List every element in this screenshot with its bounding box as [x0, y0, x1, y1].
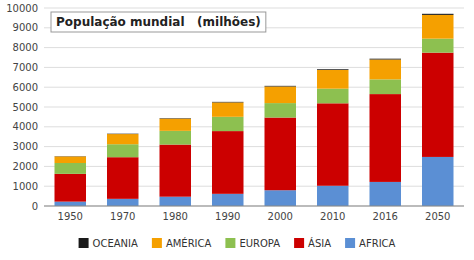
x-axis-line: [44, 206, 464, 207]
grid-line: [44, 206, 464, 207]
bar-segment: [160, 145, 192, 197]
y-tick-label: 8000: [13, 42, 38, 53]
y-tick-label: 4000: [13, 121, 38, 132]
bar-segment: [160, 118, 192, 119]
bar-segment: [370, 182, 402, 206]
bar-segment: [370, 79, 402, 94]
x-tick-label: 1990: [215, 211, 240, 222]
legend-label: OCEANIA: [93, 238, 138, 249]
bar-segment: [55, 202, 87, 206]
legend-item: OCEANIA: [79, 238, 138, 249]
legend-item: AMÉRICA: [152, 237, 212, 249]
bar-segment: [370, 94, 402, 182]
bar-segment: [107, 199, 139, 206]
legend-swatch: [152, 238, 162, 248]
x-tick-label: 2010: [320, 211, 345, 222]
y-tick-label: 10000: [6, 3, 38, 14]
bar-segment: [422, 157, 454, 206]
bar-segment: [160, 131, 192, 145]
x-tick-label: 1980: [163, 211, 188, 222]
y-tick-label: 1000: [13, 181, 38, 192]
x-axis: 1950 1970 1980 1990 2000 2010 2016 2050: [44, 206, 464, 222]
bar-segment: [265, 190, 297, 206]
legend-item: AFRICA: [345, 238, 395, 249]
title-text: População mundial (milhões): [56, 15, 261, 29]
legend-label: AMÉRICA: [166, 237, 212, 249]
bar-segment: [160, 197, 192, 206]
bar-segment: [107, 144, 139, 157]
bar-segment: [317, 89, 349, 104]
legend-label: AFRICA: [359, 238, 395, 249]
bar-segment: [55, 156, 87, 157]
legend-item: EUROPA: [225, 238, 280, 249]
chart: 0 1000 2000 3000 4000 5000 6000 7000 8000 9000 100…: [0, 0, 474, 260]
y-axis: 0 1000 2000 3000 4000 5000 6000 7000 8000 9000 100…: [6, 3, 38, 212]
legend-swatch: [345, 238, 355, 248]
x-tick-label: 2000: [268, 211, 293, 222]
y-tick-label: 9000: [13, 22, 38, 33]
y-tick-label: 3000: [13, 141, 38, 152]
bar-segment: [107, 134, 139, 144]
bar-segment: [317, 186, 349, 206]
legend-swatch: [225, 238, 235, 248]
bar-segment: [265, 118, 297, 191]
bar-segment: [317, 103, 349, 185]
bar-segment: [422, 39, 454, 53]
legend-label: ÁSIA: [308, 237, 331, 249]
legend: OCEANIA AMÉRICA EUROPA ÁSIA AFRICA: [79, 237, 396, 249]
x-tick-label: 1970: [110, 211, 135, 222]
bar-segment: [212, 102, 244, 116]
y-tick-label: 5000: [13, 102, 38, 113]
grid-line: [44, 47, 464, 48]
legend-swatch: [294, 238, 304, 248]
x-tick-label: 2050: [425, 211, 450, 222]
bar-segment: [212, 131, 244, 194]
x-tick-label: 1950: [58, 211, 83, 222]
bar-segment: [55, 156, 87, 163]
bar-segment: [55, 163, 87, 174]
y-tick-label: 2000: [13, 161, 38, 172]
bar-segment: [55, 174, 87, 202]
bar-segment: [370, 58, 402, 60]
bar-segment: [265, 86, 297, 103]
bar-segment: [265, 103, 297, 117]
chart-container: 0 1000 2000 3000 4000 5000 6000 7000 8000 9000 100…: [0, 0, 474, 260]
y-tick-label: 6000: [13, 82, 38, 93]
grid-line: [44, 8, 464, 9]
bar-segment: [422, 15, 454, 39]
bar-segment: [317, 70, 349, 89]
bar-segment: [212, 101, 244, 103]
legend-item: ÁSIA: [294, 237, 331, 249]
bar-segment: [265, 85, 297, 87]
y-tick-label: 7000: [13, 62, 38, 73]
bars: [55, 14, 454, 206]
bar-segment: [370, 59, 402, 79]
legend-swatch: [79, 238, 89, 248]
legend-label: EUROPA: [239, 238, 280, 249]
bar-segment: [422, 53, 454, 157]
bar-segment: [212, 194, 244, 206]
bar-segment: [107, 133, 139, 134]
y-tick-label: 0: [32, 201, 38, 212]
bar-segment: [107, 157, 139, 199]
grid: [44, 8, 464, 206]
title-box: [51, 12, 266, 32]
bar-segment: [422, 14, 454, 15]
bar-segment: [317, 69, 349, 71]
bar-segment: [160, 119, 192, 131]
title: População mundial (milhões): [51, 12, 266, 32]
x-tick-label: 2016: [373, 211, 398, 222]
bar-segment: [212, 117, 244, 131]
